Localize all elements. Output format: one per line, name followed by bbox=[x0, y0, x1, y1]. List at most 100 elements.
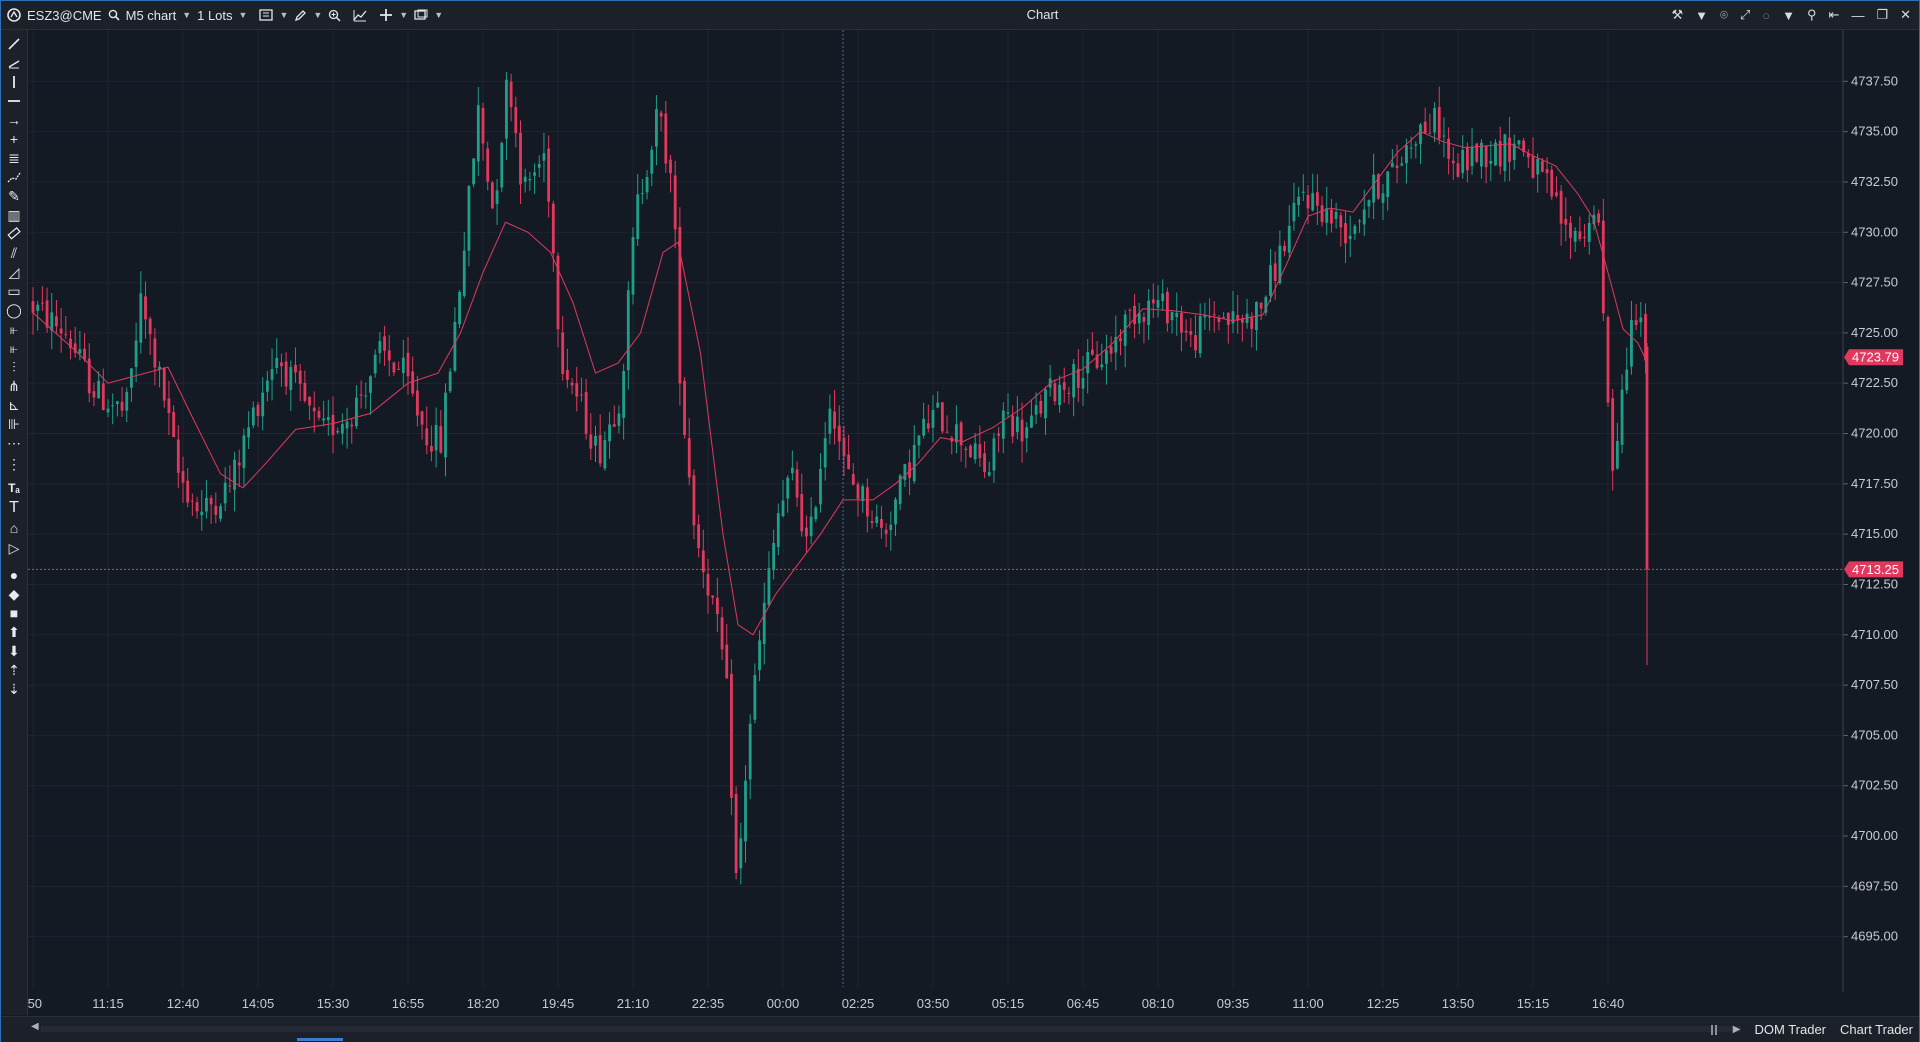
square-icon[interactable]: ■ bbox=[9, 605, 19, 621]
gann-icon[interactable]: ⫶ bbox=[12, 358, 16, 375]
candle-body bbox=[1273, 263, 1277, 281]
candle-body bbox=[1301, 191, 1305, 193]
candle-body bbox=[392, 362, 396, 373]
chart-trader-button[interactable]: Chart Trader bbox=[1840, 1022, 1913, 1037]
pin-icon[interactable]: ⚲ bbox=[1807, 7, 1817, 22]
candle-body bbox=[45, 300, 49, 328]
triangle-icon[interactable]: ◿ bbox=[8, 263, 20, 280]
tools-dropdown-icon[interactable]: ▼ bbox=[1695, 7, 1709, 23]
arrow-down-icon[interactable]: ⬇ bbox=[8, 642, 20, 659]
harmonic-icon[interactable]: ⊪ bbox=[7, 415, 21, 432]
candle-body bbox=[312, 407, 316, 412]
quantity-selector[interactable]: 1 Lots bbox=[197, 7, 233, 23]
candle-body bbox=[1198, 316, 1202, 354]
grip-icon[interactable]: ⋮ bbox=[7, 455, 21, 472]
quantity-dropdown-icon[interactable]: ▼ bbox=[238, 10, 248, 20]
link-dropdown-icon[interactable]: ▼ bbox=[1782, 7, 1795, 23]
y-tick-label: 4700.00 bbox=[1851, 828, 1898, 843]
arrow-icon[interactable]: → bbox=[7, 112, 21, 128]
chart-area[interactable]: 4695.00 4697.50 4700.00 4702.50 4705.00 4707.… bbox=[24, 30, 1919, 1020]
bars-pattern2-icon[interactable]: ⫦ bbox=[10, 339, 18, 356]
interval-dropdown-icon[interactable]: ▼ bbox=[182, 10, 192, 20]
zoom-icon[interactable] bbox=[328, 9, 341, 22]
horizontal-scrollbar[interactable] bbox=[41, 1026, 1741, 1032]
pencil-icon[interactable] bbox=[294, 9, 307, 22]
polyline-icon[interactable] bbox=[4, 168, 24, 186]
horizontal-line-icon[interactable] bbox=[4, 92, 24, 110]
candle-body bbox=[261, 392, 265, 417]
camera-icon[interactable]: ⌾ bbox=[1720, 7, 1728, 22]
bars-icon[interactable] bbox=[259, 9, 274, 21]
cross-icon[interactable]: + bbox=[9, 131, 19, 147]
text-icon[interactable]: T bbox=[9, 499, 19, 516]
fib-icon[interactable]: ≣ bbox=[8, 149, 20, 166]
candle-body bbox=[912, 444, 916, 482]
bars-pattern-icon[interactable]: ⫦ bbox=[10, 320, 18, 337]
interval-selector[interactable]: M5 chart bbox=[125, 7, 177, 23]
candle-body bbox=[1470, 146, 1474, 167]
candle-body bbox=[162, 367, 166, 401]
bars-dropdown-icon[interactable]: ▼ bbox=[279, 10, 289, 20]
dots-icon[interactable]: ⋯ bbox=[7, 434, 21, 451]
window-icon[interactable] bbox=[414, 9, 428, 21]
sort-up-icon[interactable]: ⇡ bbox=[8, 661, 20, 678]
price-label-icon[interactable]: ▷ bbox=[8, 539, 20, 556]
close-icon[interactable]: ✕ bbox=[1900, 7, 1911, 22]
candle-body bbox=[664, 113, 668, 164]
candle-body bbox=[1367, 200, 1371, 207]
text-size-icon[interactable]: Tₐ bbox=[8, 481, 20, 495]
minimize-icon[interactable]: — bbox=[1851, 7, 1865, 23]
sort-down-icon[interactable]: ⇣ bbox=[8, 680, 20, 697]
line-icon[interactable] bbox=[4, 35, 24, 53]
vertical-line-icon[interactable] bbox=[4, 73, 24, 91]
scroll-right-icon[interactable]: ▶ bbox=[1732, 1024, 1741, 1035]
expand-icon[interactable]: ⤢ bbox=[1739, 7, 1751, 22]
link-icon[interactable]: ○ bbox=[1762, 7, 1771, 23]
crosshair-dropdown-icon[interactable]: ▼ bbox=[399, 10, 409, 20]
label-icon[interactable]: ⌂ bbox=[9, 520, 19, 536]
pin-left-icon[interactable]: ⇤ bbox=[1828, 7, 1840, 22]
candle-body bbox=[364, 395, 368, 397]
tools-icon[interactable]: ⚒ bbox=[1671, 7, 1684, 22]
grip-icon[interactable] bbox=[1710, 1024, 1719, 1035]
arrow-up-icon[interactable]: ⬆ bbox=[8, 623, 20, 640]
candle-body bbox=[1287, 225, 1291, 253]
candle-body bbox=[833, 411, 836, 429]
brush-icon[interactable]: ✎ bbox=[8, 187, 20, 204]
ellipse-icon[interactable]: ◯ bbox=[6, 301, 22, 318]
ray-icon[interactable] bbox=[4, 54, 24, 72]
pitchfork-icon[interactable]: ⋔ bbox=[8, 377, 20, 394]
dom-trader-button[interactable]: DOM Trader bbox=[1754, 1022, 1827, 1037]
circle-icon[interactable]: ● bbox=[9, 567, 19, 583]
channel-icon[interactable]: ⫽ bbox=[10, 244, 18, 261]
y-tick-label: 4697.50 bbox=[1851, 878, 1898, 893]
pencil-dropdown-icon[interactable]: ▼ bbox=[313, 10, 323, 20]
instrument-selector[interactable]: ESZ3@CME bbox=[27, 7, 102, 23]
restore-icon[interactable]: ❐ bbox=[1876, 7, 1889, 22]
rectangle-icon[interactable]: ▭ bbox=[7, 282, 21, 299]
candle-body bbox=[1208, 316, 1211, 318]
scroll-left-icon[interactable]: ◀ bbox=[31, 1021, 39, 1032]
price-chart[interactable]: 4695.00 4697.50 4700.00 4702.50 4705.00 4707.… bbox=[24, 30, 1919, 1015]
candle-body bbox=[336, 431, 340, 433]
logo-icon[interactable] bbox=[7, 8, 21, 22]
candle-body bbox=[1508, 137, 1511, 162]
x-tick-label: 21:10 bbox=[617, 996, 650, 1011]
candle-body bbox=[1414, 144, 1418, 146]
candle-body bbox=[1203, 314, 1207, 318]
window-dropdown-icon[interactable]: ▼ bbox=[434, 10, 444, 20]
search-icon[interactable] bbox=[108, 9, 120, 21]
x-tick-label: 12:40 bbox=[167, 996, 200, 1011]
ruler-icon[interactable] bbox=[4, 225, 24, 243]
paint-icon[interactable]: ▥ bbox=[7, 206, 21, 223]
indicator-icon[interactable] bbox=[353, 9, 367, 22]
candle-body bbox=[1137, 313, 1141, 324]
scrollbar-thumb[interactable] bbox=[297, 1038, 343, 1041]
elliott-icon[interactable]: ⊾ bbox=[8, 396, 20, 413]
diamond-icon[interactable]: ◆ bbox=[8, 585, 20, 602]
crosshair-icon[interactable] bbox=[379, 8, 393, 22]
candle-body bbox=[500, 142, 504, 188]
x-tick-label: 15:15 bbox=[1517, 996, 1550, 1011]
candle-body bbox=[673, 175, 677, 230]
candle-body bbox=[1001, 410, 1005, 439]
